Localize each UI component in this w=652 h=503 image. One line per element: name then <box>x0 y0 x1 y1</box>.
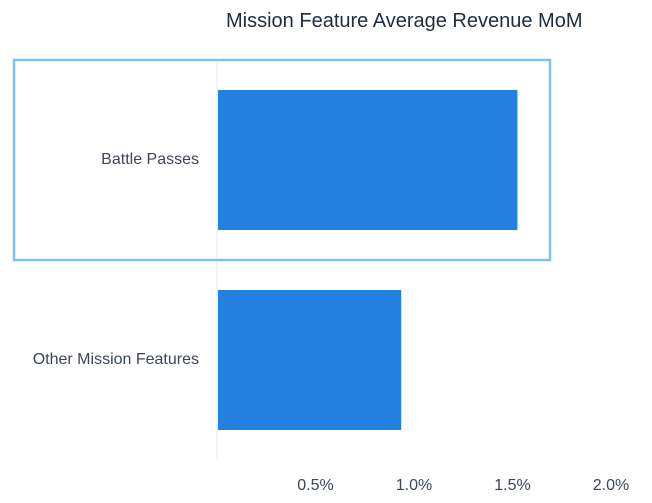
x-tick-label-1: 1.0% <box>396 477 432 494</box>
bar-1 <box>218 290 402 430</box>
x-tick-label-3: 2.0% <box>593 477 629 494</box>
category-label-0: Battle Passes <box>101 151 199 168</box>
bar-0 <box>218 90 518 230</box>
chart-title: Mission Feature Average Revenue MoM <box>226 10 583 32</box>
x-tick-label-0: 0.5% <box>297 477 333 494</box>
highlight-frame <box>12 58 552 262</box>
x-tick-label-2: 1.5% <box>494 477 530 494</box>
category-label-1: Other Mission Features <box>33 351 199 368</box>
